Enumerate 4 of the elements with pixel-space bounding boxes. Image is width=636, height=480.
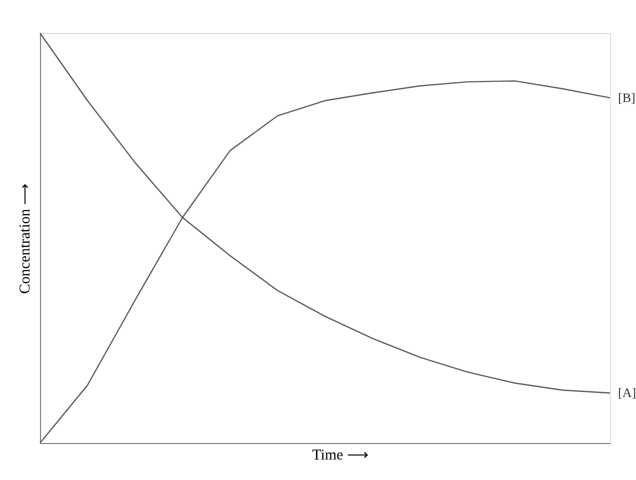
series-label: [A] bbox=[618, 384, 636, 400]
series-label: [B] bbox=[618, 90, 636, 105]
y-axis-title: Concentration ⟶ bbox=[18, 183, 34, 294]
x-axis-title: Time ⟶ bbox=[312, 448, 369, 464]
